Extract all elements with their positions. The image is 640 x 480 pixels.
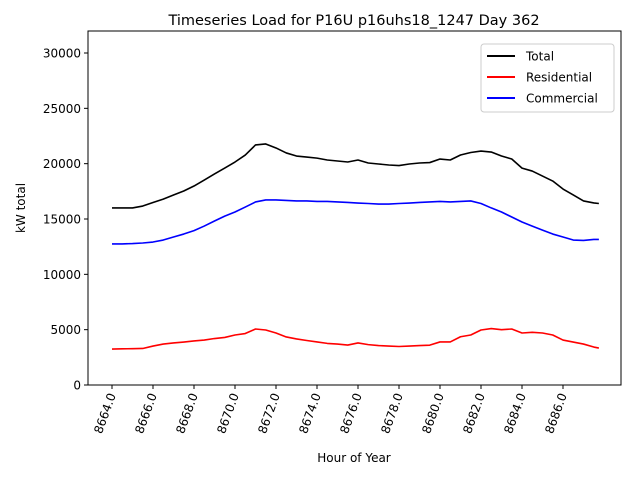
y-tick-label: 10000	[43, 268, 81, 282]
y-tick-label: 5000	[50, 323, 81, 337]
series-line-total	[112, 143, 599, 209]
x-axis-label: Hour of Year	[317, 451, 391, 465]
series-layer	[111, 143, 600, 350]
y-tick-label: 25000	[43, 102, 81, 116]
chart-title: Timeseries Load for P16U p16uhs18_1247 D…	[167, 13, 539, 29]
y-axis-ticks: 0 5000 10000 15000 20000 25000 30000	[43, 47, 88, 393]
series-line-commercial	[112, 199, 599, 245]
axes-frame	[87, 30, 622, 386]
legend-label-residential: Residential	[526, 71, 592, 85]
legend: Total Residential Commercial	[480, 43, 615, 113]
y-tick-label: 20000	[43, 157, 81, 171]
y-axis-label: kW total	[14, 183, 28, 233]
legend-label-commercial: Commercial	[526, 92, 598, 106]
y-tick-label: 30000	[43, 47, 81, 61]
legend-label-total: Total	[525, 50, 554, 64]
y-tick-label: 15000	[43, 213, 81, 227]
y-tick-label: 0	[73, 379, 81, 393]
series-line-residential	[111, 327, 600, 350]
legend-box	[480, 43, 615, 113]
